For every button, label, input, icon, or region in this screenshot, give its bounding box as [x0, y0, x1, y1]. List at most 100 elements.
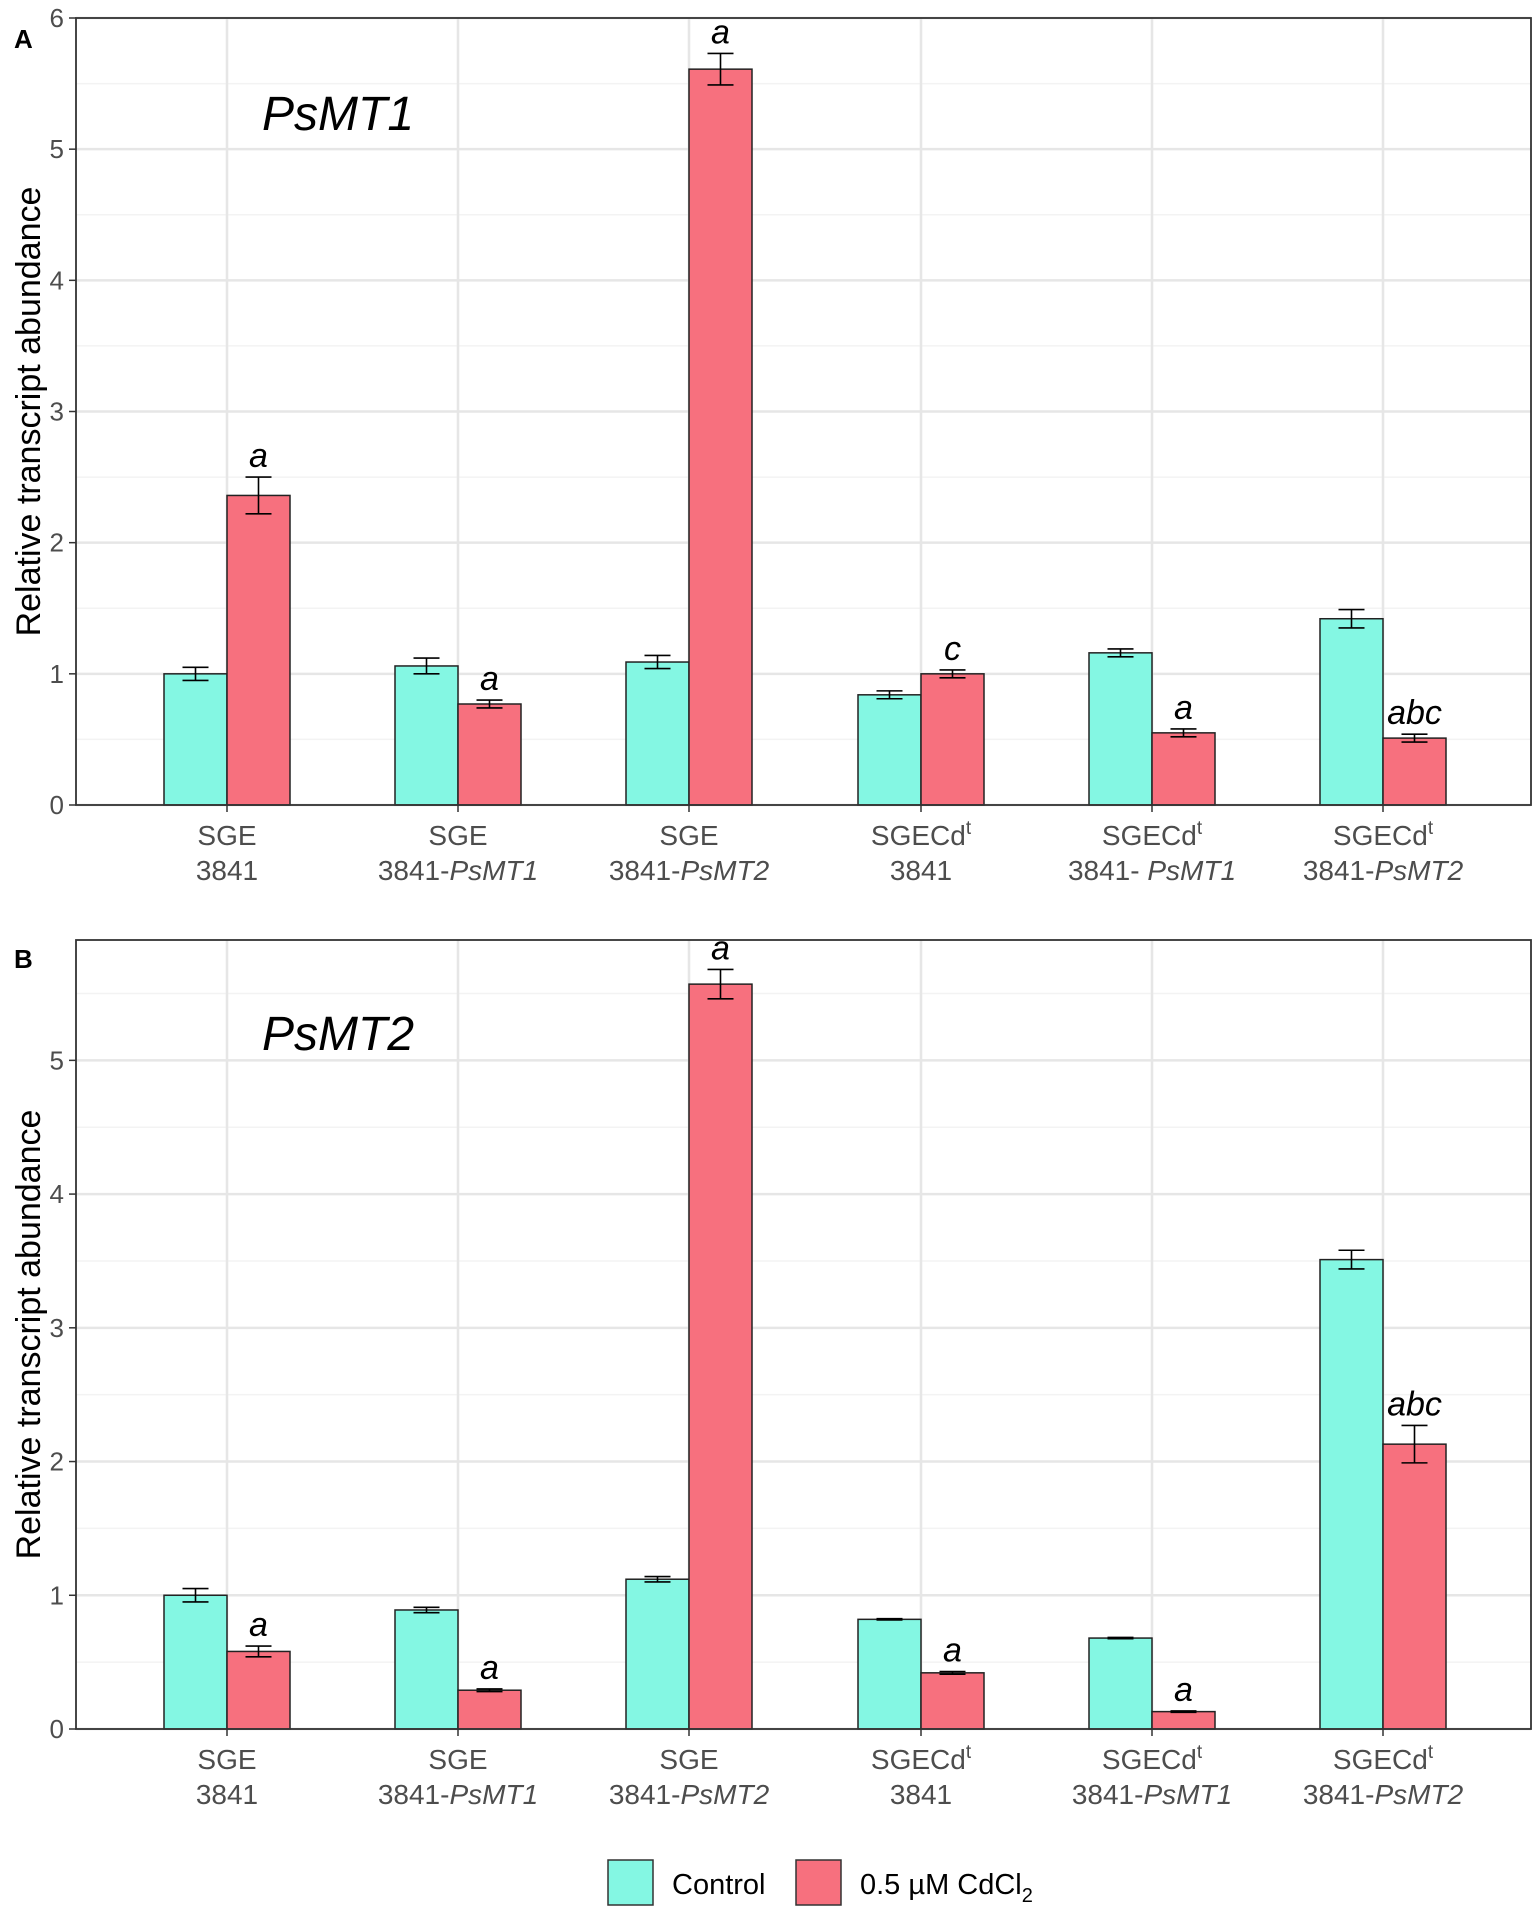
x-tick-label-line2: 3841: [890, 1779, 952, 1810]
bar-cdcl2: [920, 673, 985, 806]
y-tick-label: 4: [50, 1179, 64, 1209]
error-bar: [1170, 728, 1197, 738]
bar-control: [1088, 1637, 1153, 1730]
y-tick-label: 3: [50, 1313, 64, 1343]
legend-label-treatment: 0.5 µM CdCl2: [860, 1869, 1033, 1907]
x-tick-label-line1: SGE: [197, 820, 256, 851]
x-tick-label-line2: 3841- PsMT1: [1068, 855, 1236, 886]
error-bar: [413, 657, 440, 675]
legend-key-treatment: [795, 1859, 842, 1906]
error-bar: [476, 699, 503, 709]
bar-cdcl2: [1382, 737, 1447, 806]
x-tick-label-line1: SGECdt: [1102, 1742, 1203, 1775]
panel-a: 0 1 2 3 4 5 6 a a a c a abc SGE 3841 SGE 3841-PsMT1 SGE 38…: [10, 3, 1532, 886]
error-bar: [1338, 608, 1365, 629]
y-axis-title: Relative transcript abundance: [10, 1110, 48, 1560]
x-tick-label-line2: 3841-PsMT2: [609, 855, 770, 886]
significance-label: abc: [1387, 1385, 1442, 1423]
panel-label: B: [14, 944, 33, 974]
error-bar: [182, 1587, 209, 1603]
significance-label: a: [711, 929, 730, 967]
error-bar: [939, 669, 966, 679]
bar-cdcl2: [457, 1689, 522, 1730]
error-bar: [939, 1670, 966, 1675]
bar-control: [857, 1618, 922, 1730]
y-tick-label: 1: [50, 1580, 64, 1610]
panel-b: 0 1 2 3 4 5 a a a a a abc SGE 3841 SGE 3841-PsMT1 SGE 384…: [10, 929, 1532, 1810]
bar-cdcl2: [226, 1650, 291, 1730]
y-tick-label: 4: [50, 265, 64, 295]
gene-title: PsMT2: [262, 1008, 414, 1061]
significance-label: a: [480, 1649, 499, 1687]
bar-cdcl2: [920, 1672, 985, 1730]
y-tick-label: 6: [50, 3, 64, 33]
y-tick-label: 2: [50, 528, 64, 558]
x-tick-label-line2: 3841: [890, 855, 952, 886]
bar-cdcl2: [1382, 1443, 1447, 1730]
x-tick-label-line1: SGE: [197, 1744, 256, 1775]
significance-label: a: [1174, 689, 1193, 727]
error-bar: [707, 52, 734, 86]
error-bar: [245, 476, 272, 515]
error-bar: [1107, 1636, 1134, 1640]
x-tick-label-line2: 3841-PsMT2: [609, 1779, 770, 1810]
significance-label: a: [711, 13, 730, 51]
bar-control: [1319, 617, 1384, 806]
y-tick-label: 5: [50, 134, 64, 164]
x-tick-label-line2: 3841: [196, 1779, 258, 1810]
x-tick-label-line2: 3841-PsMT2: [1303, 1779, 1464, 1810]
error-bar: [1338, 1249, 1365, 1270]
bar-control: [625, 1578, 690, 1730]
bar-control: [857, 694, 922, 806]
significance-label: a: [480, 660, 499, 698]
legend: Control 0.5 µM CdCl2: [607, 1859, 1033, 1907]
error-bar: [245, 1645, 272, 1658]
legend-key-control: [607, 1859, 654, 1906]
error-bar: [1107, 648, 1134, 658]
x-tick-label-line2: 3841-PsMT1: [378, 1779, 538, 1810]
y-axis-title: Relative transcript abundance: [10, 187, 48, 637]
panel-label: A: [14, 24, 33, 54]
x-tick-label-line1: SGECdt: [1102, 818, 1203, 851]
error-bar: [413, 1606, 440, 1614]
legend-label-control: Control: [672, 1869, 766, 1901]
bar-control: [1088, 652, 1153, 806]
error-bar: [1170, 1710, 1197, 1714]
x-tick-label-line1: SGECdt: [871, 818, 972, 851]
gene-title: PsMT1: [262, 88, 414, 141]
x-tick-label-line1: SGE: [659, 820, 718, 851]
y-tick-label: 1: [50, 659, 64, 689]
bar-control: [163, 673, 228, 806]
error-bar: [476, 1688, 503, 1693]
x-tick-label-line1: SGECdt: [871, 1742, 972, 1775]
bar-control: [394, 665, 459, 806]
bar-cdcl2: [1151, 1710, 1216, 1730]
bar-cdcl2: [688, 68, 753, 806]
bar-cdcl2: [688, 983, 753, 1730]
bar-control: [394, 1609, 459, 1730]
bar-control: [625, 661, 690, 806]
y-tick-label: 5: [50, 1045, 64, 1075]
error-bar: [644, 654, 671, 670]
panel-border: [75, 939, 1532, 1730]
bar-control: [163, 1594, 228, 1730]
bar-control: [1319, 1258, 1384, 1730]
error-bar: [644, 1575, 671, 1583]
x-tick-label-line2: 3841-PsMT1: [1072, 1779, 1232, 1810]
x-tick-label-line2: 3841-PsMT2: [1303, 855, 1464, 886]
significance-label: abc: [1387, 694, 1442, 732]
significance-label: a: [249, 1606, 268, 1644]
panel-border: [75, 17, 1532, 806]
x-tick-label-line1: SGE: [659, 1744, 718, 1775]
significance-label: a: [1174, 1671, 1193, 1709]
significance-label: c: [944, 630, 961, 668]
bar-cdcl2: [457, 703, 522, 806]
y-tick-label: 0: [50, 1714, 64, 1744]
error-bar: [1401, 733, 1428, 743]
x-tick-label-line1: SGECdt: [1333, 818, 1434, 851]
x-tick-label-line1: SGE: [428, 1744, 487, 1775]
error-bar: [1401, 1424, 1428, 1464]
error-bar: [876, 1617, 903, 1621]
error-bar: [876, 690, 903, 700]
